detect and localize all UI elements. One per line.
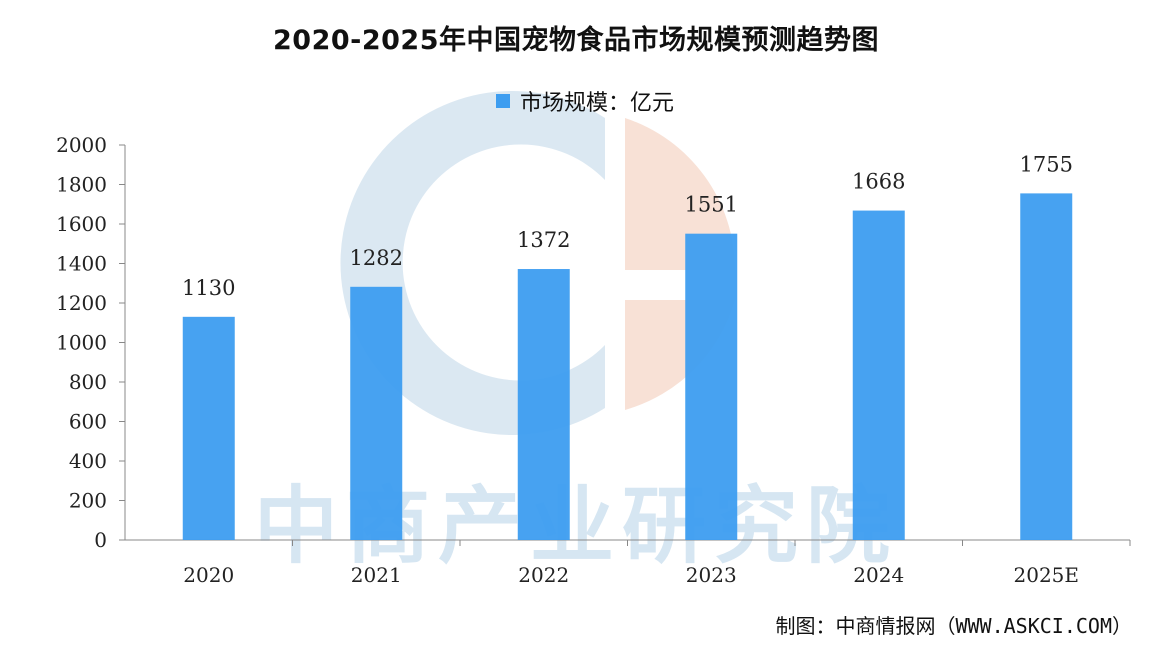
y-tick-label: 400 bbox=[69, 449, 107, 473]
watermark-logo-blue bbox=[340, 90, 605, 435]
x-tick-label-2024: 2024 bbox=[853, 563, 904, 587]
y-tick-label: 1400 bbox=[56, 252, 107, 276]
x-tick-label-2022: 2022 bbox=[518, 563, 569, 587]
y-tick-label: 1000 bbox=[56, 331, 107, 355]
legend-label: 市场规模：亿元 bbox=[520, 91, 675, 116]
data-label-2025E: 1755 bbox=[1020, 152, 1073, 176]
y-tick-label: 0 bbox=[94, 528, 107, 552]
bar-2023 bbox=[685, 233, 738, 541]
data-label-2023: 1551 bbox=[685, 193, 738, 217]
data-label-2022: 1372 bbox=[517, 228, 570, 252]
y-tick-label: 1200 bbox=[56, 291, 107, 315]
data-label-2020: 1130 bbox=[182, 276, 235, 300]
bar-2020 bbox=[182, 316, 235, 540]
bar-2024 bbox=[852, 210, 905, 540]
legend-swatch bbox=[496, 94, 510, 108]
chart-title: 2020-2025年中国宠物食品市场规模预测趋势图 bbox=[273, 25, 879, 56]
bar-2021 bbox=[350, 286, 403, 540]
axes: 0 200 400 600 800 1000 1200 1400 1600 1800 2000 202… bbox=[56, 133, 1131, 587]
legend: 市场规模：亿元 bbox=[496, 86, 674, 116]
source-credit: 制图：中商情报网（WWW.ASKCI.COM） bbox=[775, 614, 1132, 638]
x-tick-label-2021: 2021 bbox=[351, 563, 402, 587]
data-label-2024: 1668 bbox=[852, 170, 905, 194]
bar-2025E bbox=[1020, 193, 1073, 540]
bar-2022 bbox=[517, 269, 570, 540]
y-tick-label: 1800 bbox=[56, 173, 107, 197]
x-tick-label-2023: 2023 bbox=[686, 563, 737, 587]
bars: 1130 1282 1372 1551 1668 1755 bbox=[182, 152, 1073, 541]
y-tick-label: 2000 bbox=[56, 133, 107, 157]
y-tick-label: 800 bbox=[69, 370, 107, 394]
y-tick-label: 600 bbox=[69, 410, 107, 434]
x-tick-label-2025E: 2025E bbox=[1014, 563, 1080, 587]
y-tick-label: 200 bbox=[69, 489, 107, 513]
x-tick-label-2020: 2020 bbox=[183, 563, 234, 587]
y-tick-label: 1600 bbox=[56, 212, 107, 236]
data-label-2021: 1282 bbox=[350, 246, 403, 270]
